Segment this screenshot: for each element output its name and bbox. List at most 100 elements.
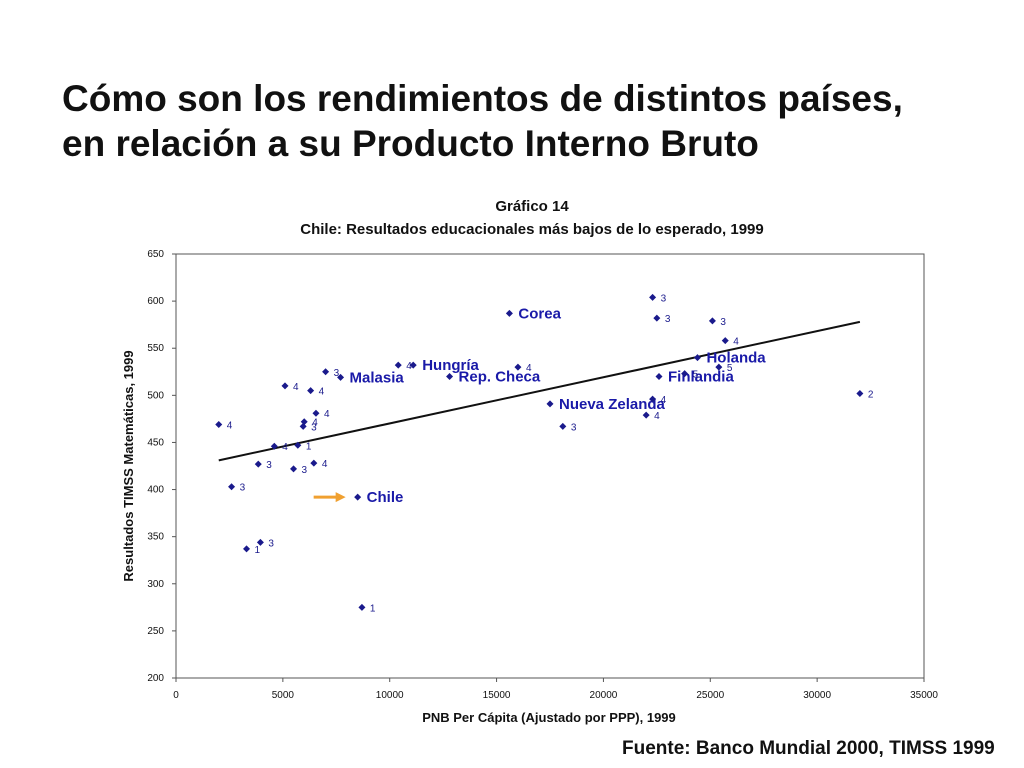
slide-title-line-2: en relación a su Producto Interno Bruto bbox=[62, 123, 759, 164]
data-point bbox=[446, 372, 454, 380]
data-point bbox=[505, 309, 513, 317]
plot-area bbox=[175, 253, 925, 679]
point-tag: 4 bbox=[293, 382, 299, 393]
data-point bbox=[243, 545, 251, 553]
trendline bbox=[218, 320, 861, 462]
data-point bbox=[290, 465, 298, 473]
x-tick-label: 0 bbox=[173, 690, 179, 701]
chart-title: Gráfico 14 bbox=[495, 198, 569, 215]
data-point bbox=[270, 442, 278, 450]
point-tag: 5 bbox=[693, 370, 699, 381]
x-axis-title: PNB Per Cápita (Ajustado por PPP), 1999 bbox=[422, 710, 676, 725]
point-tag: 4 bbox=[282, 442, 288, 453]
slide-title: Cómo son los rendimientos de distintos p… bbox=[62, 76, 1002, 166]
point-tag: 4 bbox=[322, 459, 328, 470]
point-tag: 4 bbox=[654, 411, 660, 422]
point-tag: 3 bbox=[661, 293, 667, 304]
y-tick-label: 300 bbox=[147, 579, 164, 590]
data-point bbox=[693, 354, 701, 362]
data-point bbox=[312, 409, 320, 417]
x-tick-label: 20000 bbox=[590, 690, 618, 701]
data-point bbox=[256, 538, 264, 546]
data-point bbox=[307, 387, 315, 395]
y-tick-label: 400 bbox=[147, 485, 164, 496]
data-point bbox=[358, 603, 366, 611]
data-point bbox=[681, 370, 689, 378]
data-point bbox=[653, 314, 661, 322]
point-tag: 5 bbox=[727, 363, 733, 374]
point-tag: 4 bbox=[324, 409, 330, 420]
country-label: Finlandia bbox=[668, 368, 734, 385]
data-point bbox=[409, 361, 417, 369]
y-tick-label: 550 bbox=[147, 343, 164, 354]
data-point bbox=[708, 317, 716, 325]
x-tick-label: 30000 bbox=[803, 690, 831, 701]
data-point bbox=[310, 459, 318, 467]
point-tag: 3 bbox=[302, 465, 308, 476]
country-label: Chile bbox=[367, 489, 404, 506]
country-label: Hungría bbox=[422, 357, 479, 374]
data-point bbox=[354, 493, 362, 501]
slide-title-line-1: Cómo son los rendimientos de distintos p… bbox=[62, 78, 903, 119]
data-point bbox=[299, 422, 307, 430]
y-tick-label: 600 bbox=[147, 296, 164, 307]
country-label: Corea bbox=[518, 305, 561, 322]
country-label: Holanda bbox=[706, 350, 766, 367]
chart-subtitle: Chile: Resultados educacionales más bajo… bbox=[300, 221, 764, 238]
chile-arrow bbox=[313, 492, 346, 503]
data-point bbox=[721, 337, 729, 345]
x-tick-label: 25000 bbox=[696, 690, 724, 701]
data-point bbox=[254, 460, 262, 468]
data-point bbox=[856, 389, 864, 397]
point-tag: 3 bbox=[268, 538, 274, 549]
point-tag: 4 bbox=[661, 395, 667, 406]
data-point bbox=[394, 361, 402, 369]
data-point bbox=[715, 363, 723, 371]
point-tag: 1 bbox=[306, 441, 312, 452]
trendline-group bbox=[218, 320, 861, 462]
data-point bbox=[655, 372, 663, 380]
point-tag: 2 bbox=[868, 389, 874, 400]
data-point bbox=[559, 422, 567, 430]
y-tick-label: 650 bbox=[147, 249, 164, 260]
point-tag: 3 bbox=[571, 422, 577, 433]
point-tag: 3 bbox=[334, 368, 340, 379]
point-tag: 4 bbox=[312, 418, 318, 429]
arrow-head bbox=[335, 492, 346, 503]
data-point bbox=[294, 441, 302, 449]
x-tick-label: 10000 bbox=[376, 690, 404, 701]
y-tick-label: 350 bbox=[147, 532, 164, 543]
y-tick-label: 500 bbox=[147, 390, 164, 401]
y-tick-label: 250 bbox=[147, 626, 164, 637]
point-tag: 4 bbox=[406, 361, 412, 372]
point-tag: 3 bbox=[240, 483, 246, 494]
point-tag: 3 bbox=[665, 314, 671, 325]
y-tick-label: 450 bbox=[147, 437, 164, 448]
x-tick-label: 5000 bbox=[272, 690, 295, 701]
data-point bbox=[228, 483, 236, 491]
data-point bbox=[322, 368, 330, 376]
point-tag: 4 bbox=[227, 421, 233, 432]
x-tick-label: 15000 bbox=[483, 690, 511, 701]
data-point bbox=[649, 395, 657, 403]
point-tag: 1 bbox=[255, 545, 261, 556]
data-point bbox=[300, 418, 308, 426]
point-tag: 3 bbox=[720, 317, 726, 328]
country-label: Malasia bbox=[350, 369, 405, 386]
point-tag: 1 bbox=[370, 603, 376, 614]
source-note: Fuente: Banco Mundial 2000, TIMSS 1999 bbox=[622, 738, 995, 759]
point-tag: 4 bbox=[526, 363, 532, 374]
data-point bbox=[546, 400, 554, 408]
y-axis: 200 250 300 350 400 450 500 550 600 650 bbox=[147, 249, 176, 684]
country-label: Nueva Zelanda bbox=[559, 396, 666, 413]
point-tag: 3 bbox=[266, 460, 272, 471]
point-tag: 3 bbox=[311, 422, 317, 433]
y-axis-title: Resultados TIMSS Matemáticas, 1999 bbox=[121, 350, 136, 581]
data-point bbox=[215, 421, 223, 429]
x-tick-label: 35000 bbox=[910, 690, 938, 701]
data-point bbox=[281, 382, 289, 390]
x-axis: 0 5000 10000 15000 20000 25000 30000 35000 bbox=[173, 678, 938, 701]
country-label: Rep. Checa bbox=[459, 368, 541, 385]
